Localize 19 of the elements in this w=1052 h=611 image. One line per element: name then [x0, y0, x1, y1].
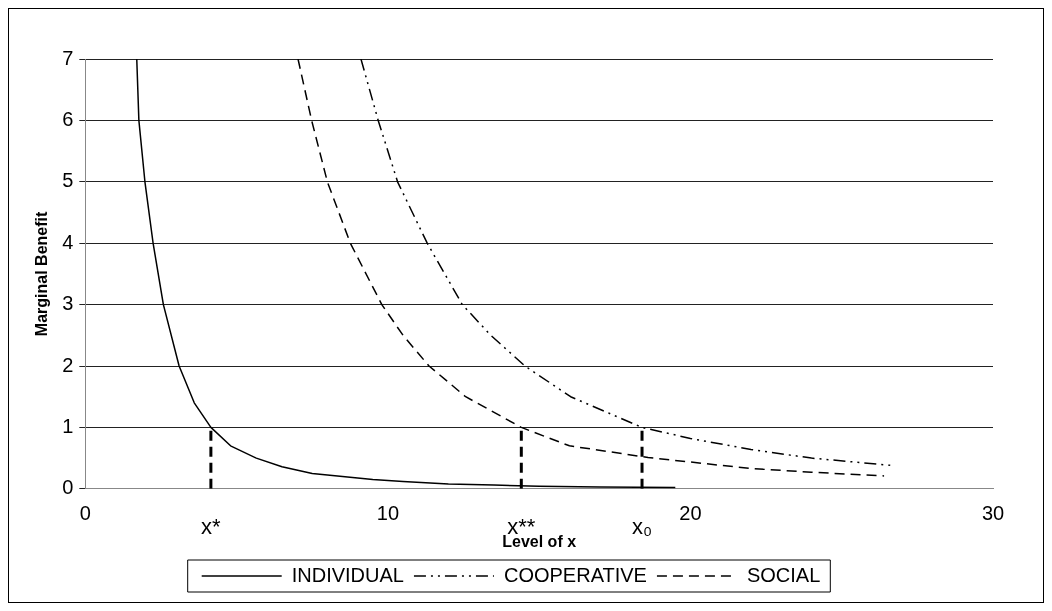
annotation: x*	[201, 513, 222, 539]
annotation: x**	[507, 513, 536, 539]
y-tick-label: 0	[62, 476, 74, 499]
x-tick-label: 0	[79, 502, 91, 525]
y-tick-label: 4	[62, 230, 74, 253]
y-tick-label: 7	[62, 46, 74, 69]
y-tick-label: 2	[62, 353, 74, 376]
y-tick-label: 3	[62, 292, 74, 315]
y-tick-label: 1	[62, 414, 74, 437]
annotation: x₀	[631, 513, 653, 539]
x-tick-label: 10	[376, 502, 400, 525]
legend-label: INDIVIDUAL	[291, 563, 404, 586]
y-tick-label: 6	[62, 107, 74, 130]
legend-label: COOPERATIVE	[503, 563, 647, 586]
y-tick-label: 5	[62, 169, 74, 192]
x-tick-label: 20	[679, 502, 702, 525]
legend-label: SOCIAL	[746, 563, 821, 586]
y-axis-title: Marginal Benefit	[33, 211, 51, 337]
x-tick-label: 30	[981, 502, 1005, 525]
